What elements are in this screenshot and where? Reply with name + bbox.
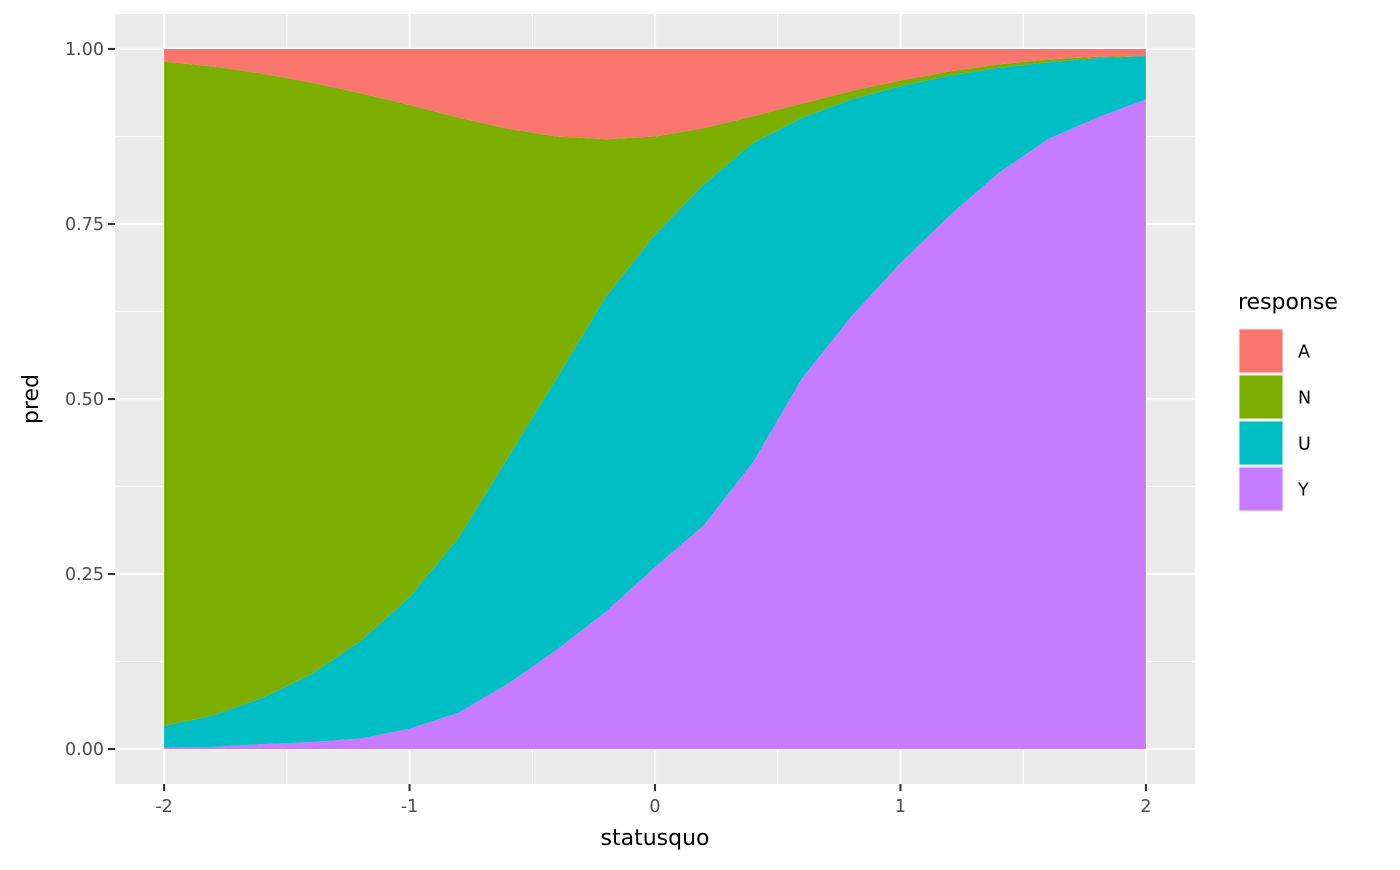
y-tick-label: 0.25	[65, 565, 104, 585]
legend-label-A: A	[1298, 343, 1310, 363]
legend-label-U: U	[1298, 435, 1311, 455]
x-tick-label: 2	[1140, 797, 1151, 817]
x-axis-title: statusquo	[601, 826, 710, 851]
legend-label-N: N	[1298, 389, 1311, 409]
legend-title: response	[1238, 290, 1338, 315]
area-series-N	[164, 56, 1146, 726]
y-tick-label: 0.50	[65, 390, 104, 410]
area-series-Y	[164, 99, 1146, 749]
legend-key-N	[1239, 375, 1283, 419]
y-tick-label: 0.75	[65, 215, 104, 235]
area-series-U	[164, 56, 1146, 748]
legend: response A N U Y	[1238, 290, 1338, 512]
x-tick-label: -2	[155, 797, 172, 817]
y-tick-label: 1.00	[65, 40, 104, 60]
legend-key-A	[1239, 329, 1283, 373]
legend-key-Y	[1239, 467, 1283, 511]
y-tick-label: 0.00	[65, 740, 104, 760]
legend-key-U	[1239, 421, 1283, 465]
legend-label-Y: Y	[1297, 481, 1309, 501]
y-axis-title: pred	[19, 374, 44, 424]
y-axis: 0.00 0.25 0.50 0.75 1.00	[65, 40, 115, 760]
stacked-areas	[164, 49, 1146, 749]
x-tick-label: -1	[401, 797, 418, 817]
x-tick-label: 1	[895, 797, 906, 817]
x-axis: -2 -1 0 1 2	[155, 784, 1151, 817]
area-series-A	[164, 49, 1146, 140]
x-tick-label: 0	[649, 797, 660, 817]
